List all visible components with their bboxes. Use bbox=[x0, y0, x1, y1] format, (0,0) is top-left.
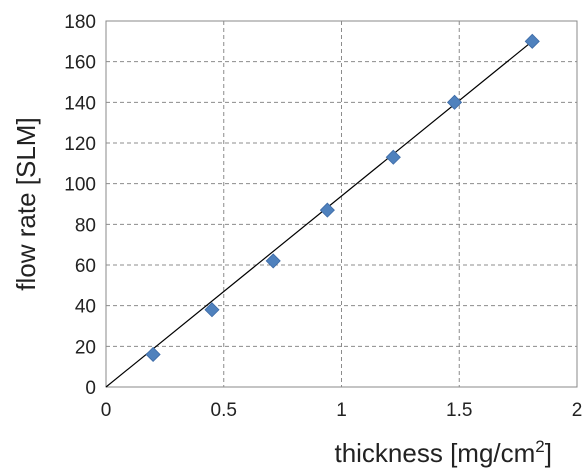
y-tick-label: 40 bbox=[75, 297, 96, 318]
data-point bbox=[145, 346, 161, 363]
trendline bbox=[105, 40, 533, 388]
y-tick-label: 160 bbox=[64, 53, 96, 74]
y-tick-label: 60 bbox=[75, 256, 96, 277]
x-axis-title-suffix: ] bbox=[545, 438, 552, 468]
y-tick-label: 180 bbox=[64, 12, 96, 33]
gridlines bbox=[106, 21, 577, 387]
y-tick-label: 80 bbox=[75, 215, 96, 236]
x-tick-label: 1.5 bbox=[446, 400, 472, 421]
data-point bbox=[524, 33, 540, 49]
y-axis-title: flow rate [SLM] bbox=[11, 117, 41, 290]
data-point bbox=[446, 94, 463, 110]
data-points bbox=[145, 33, 540, 363]
x-tick-label: 2 bbox=[572, 400, 583, 421]
y-tick-label: 140 bbox=[64, 93, 96, 114]
x-tick-label: 0 bbox=[101, 400, 112, 421]
x-axis-title-superscript: 2 bbox=[535, 437, 544, 456]
x-axis-title-main: thickness [mg/cm bbox=[334, 438, 535, 468]
x-tick-labels: 0 0.5 1 1.5 2 bbox=[101, 400, 583, 421]
x-tick-label: 0.5 bbox=[211, 400, 237, 421]
y-tick-label: 0 bbox=[85, 378, 96, 399]
x-tick-label: 1 bbox=[336, 400, 347, 421]
data-point bbox=[319, 202, 335, 218]
y-tick-label: 20 bbox=[75, 337, 96, 358]
data-point bbox=[265, 253, 281, 269]
y-tick-label: 120 bbox=[64, 134, 96, 155]
data-point bbox=[385, 149, 401, 165]
y-tick-labels: 0 20 40 60 80 100 120 140 160 180 bbox=[64, 12, 96, 399]
y-tick-label: 100 bbox=[64, 175, 96, 196]
data-point bbox=[204, 302, 220, 318]
x-axis-title: thickness [mg/cm2] bbox=[334, 437, 552, 468]
